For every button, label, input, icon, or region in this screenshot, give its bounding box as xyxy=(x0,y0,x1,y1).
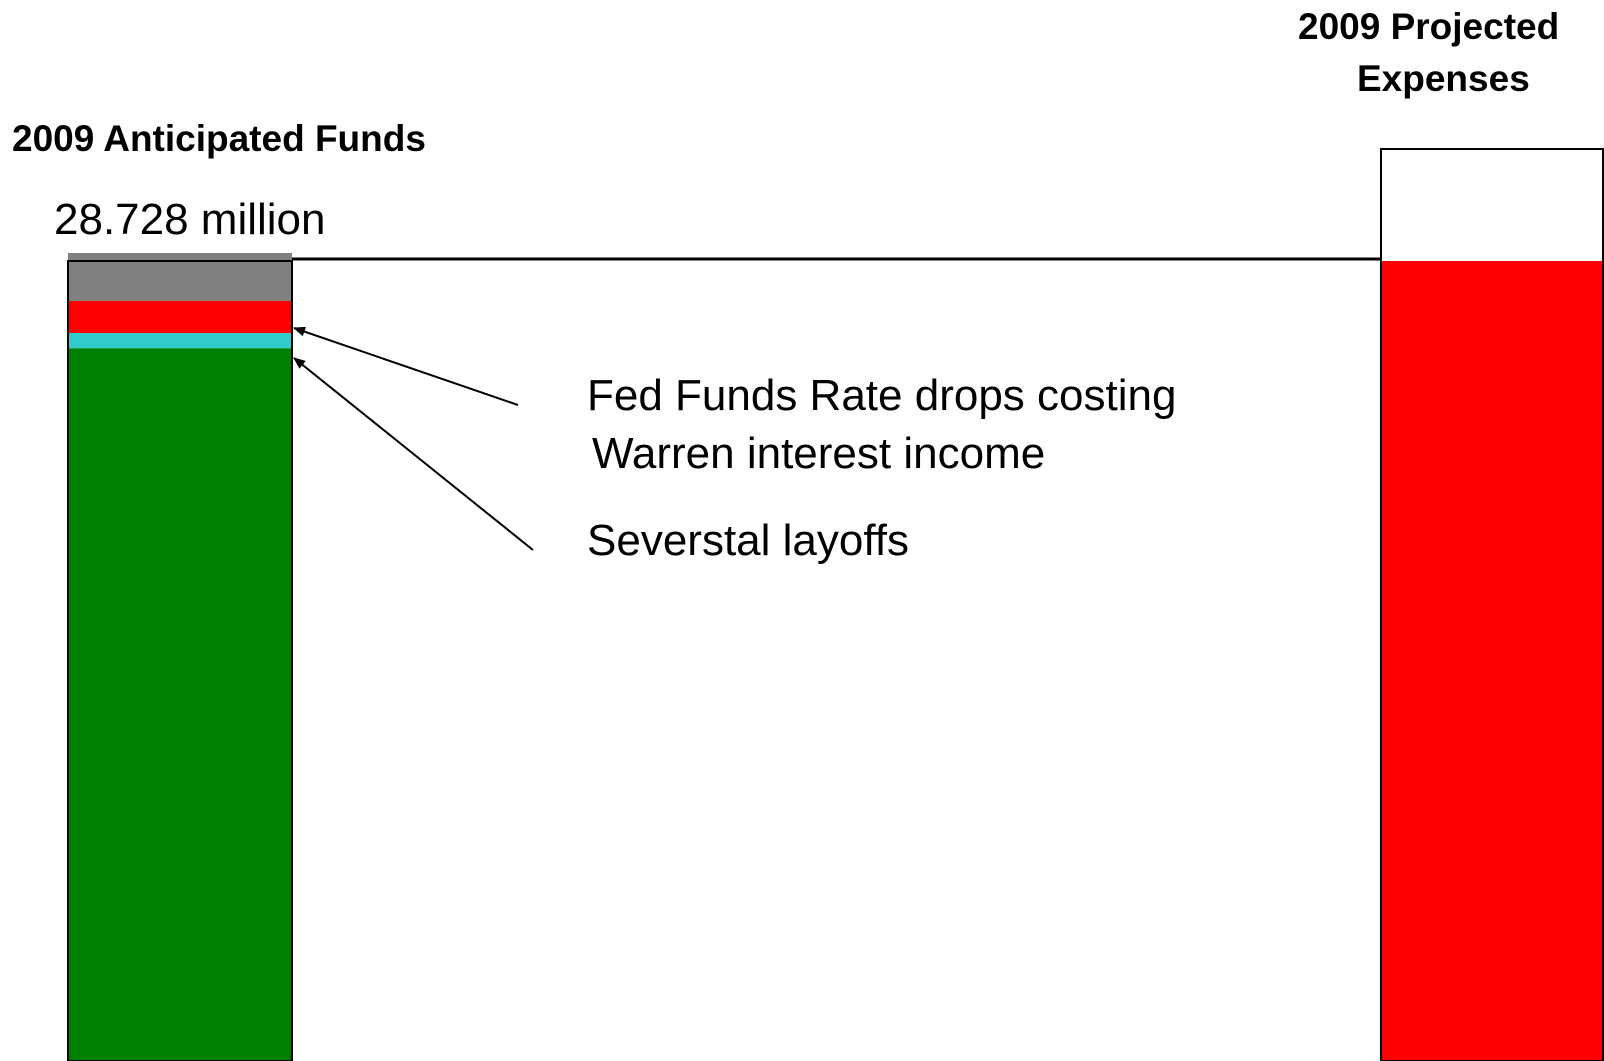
fed-funds-annotation-line1: Fed Funds Rate drops costing xyxy=(587,371,1177,420)
fed-funds-annotation-line2: Warren interest income xyxy=(592,429,1046,478)
expenses-bar-outline xyxy=(1380,148,1604,1061)
fed-funds-arrow xyxy=(293,326,519,406)
severstal-arrow xyxy=(293,357,534,551)
left-bar-value-label: 28.728 million xyxy=(54,195,326,244)
left-bar-title: 2009 Anticipated Funds xyxy=(12,118,426,159)
funds-segment-severstal xyxy=(68,301,292,333)
expenses-excess-segment xyxy=(1381,149,1604,261)
right-bar-title-line1: 2009 Projected xyxy=(1298,6,1560,47)
severstal-annotation: Severstal layoffs xyxy=(587,516,910,565)
right-bar-title-line2: Expenses xyxy=(1357,58,1530,99)
funds-segment-interest xyxy=(68,333,292,349)
expenses-covered-segment xyxy=(1381,261,1604,1061)
funds-bar xyxy=(67,253,293,1061)
funds-segment-green xyxy=(68,348,292,1061)
expenses-bar xyxy=(1380,148,1604,1061)
funds-bar-outline xyxy=(67,260,293,1061)
